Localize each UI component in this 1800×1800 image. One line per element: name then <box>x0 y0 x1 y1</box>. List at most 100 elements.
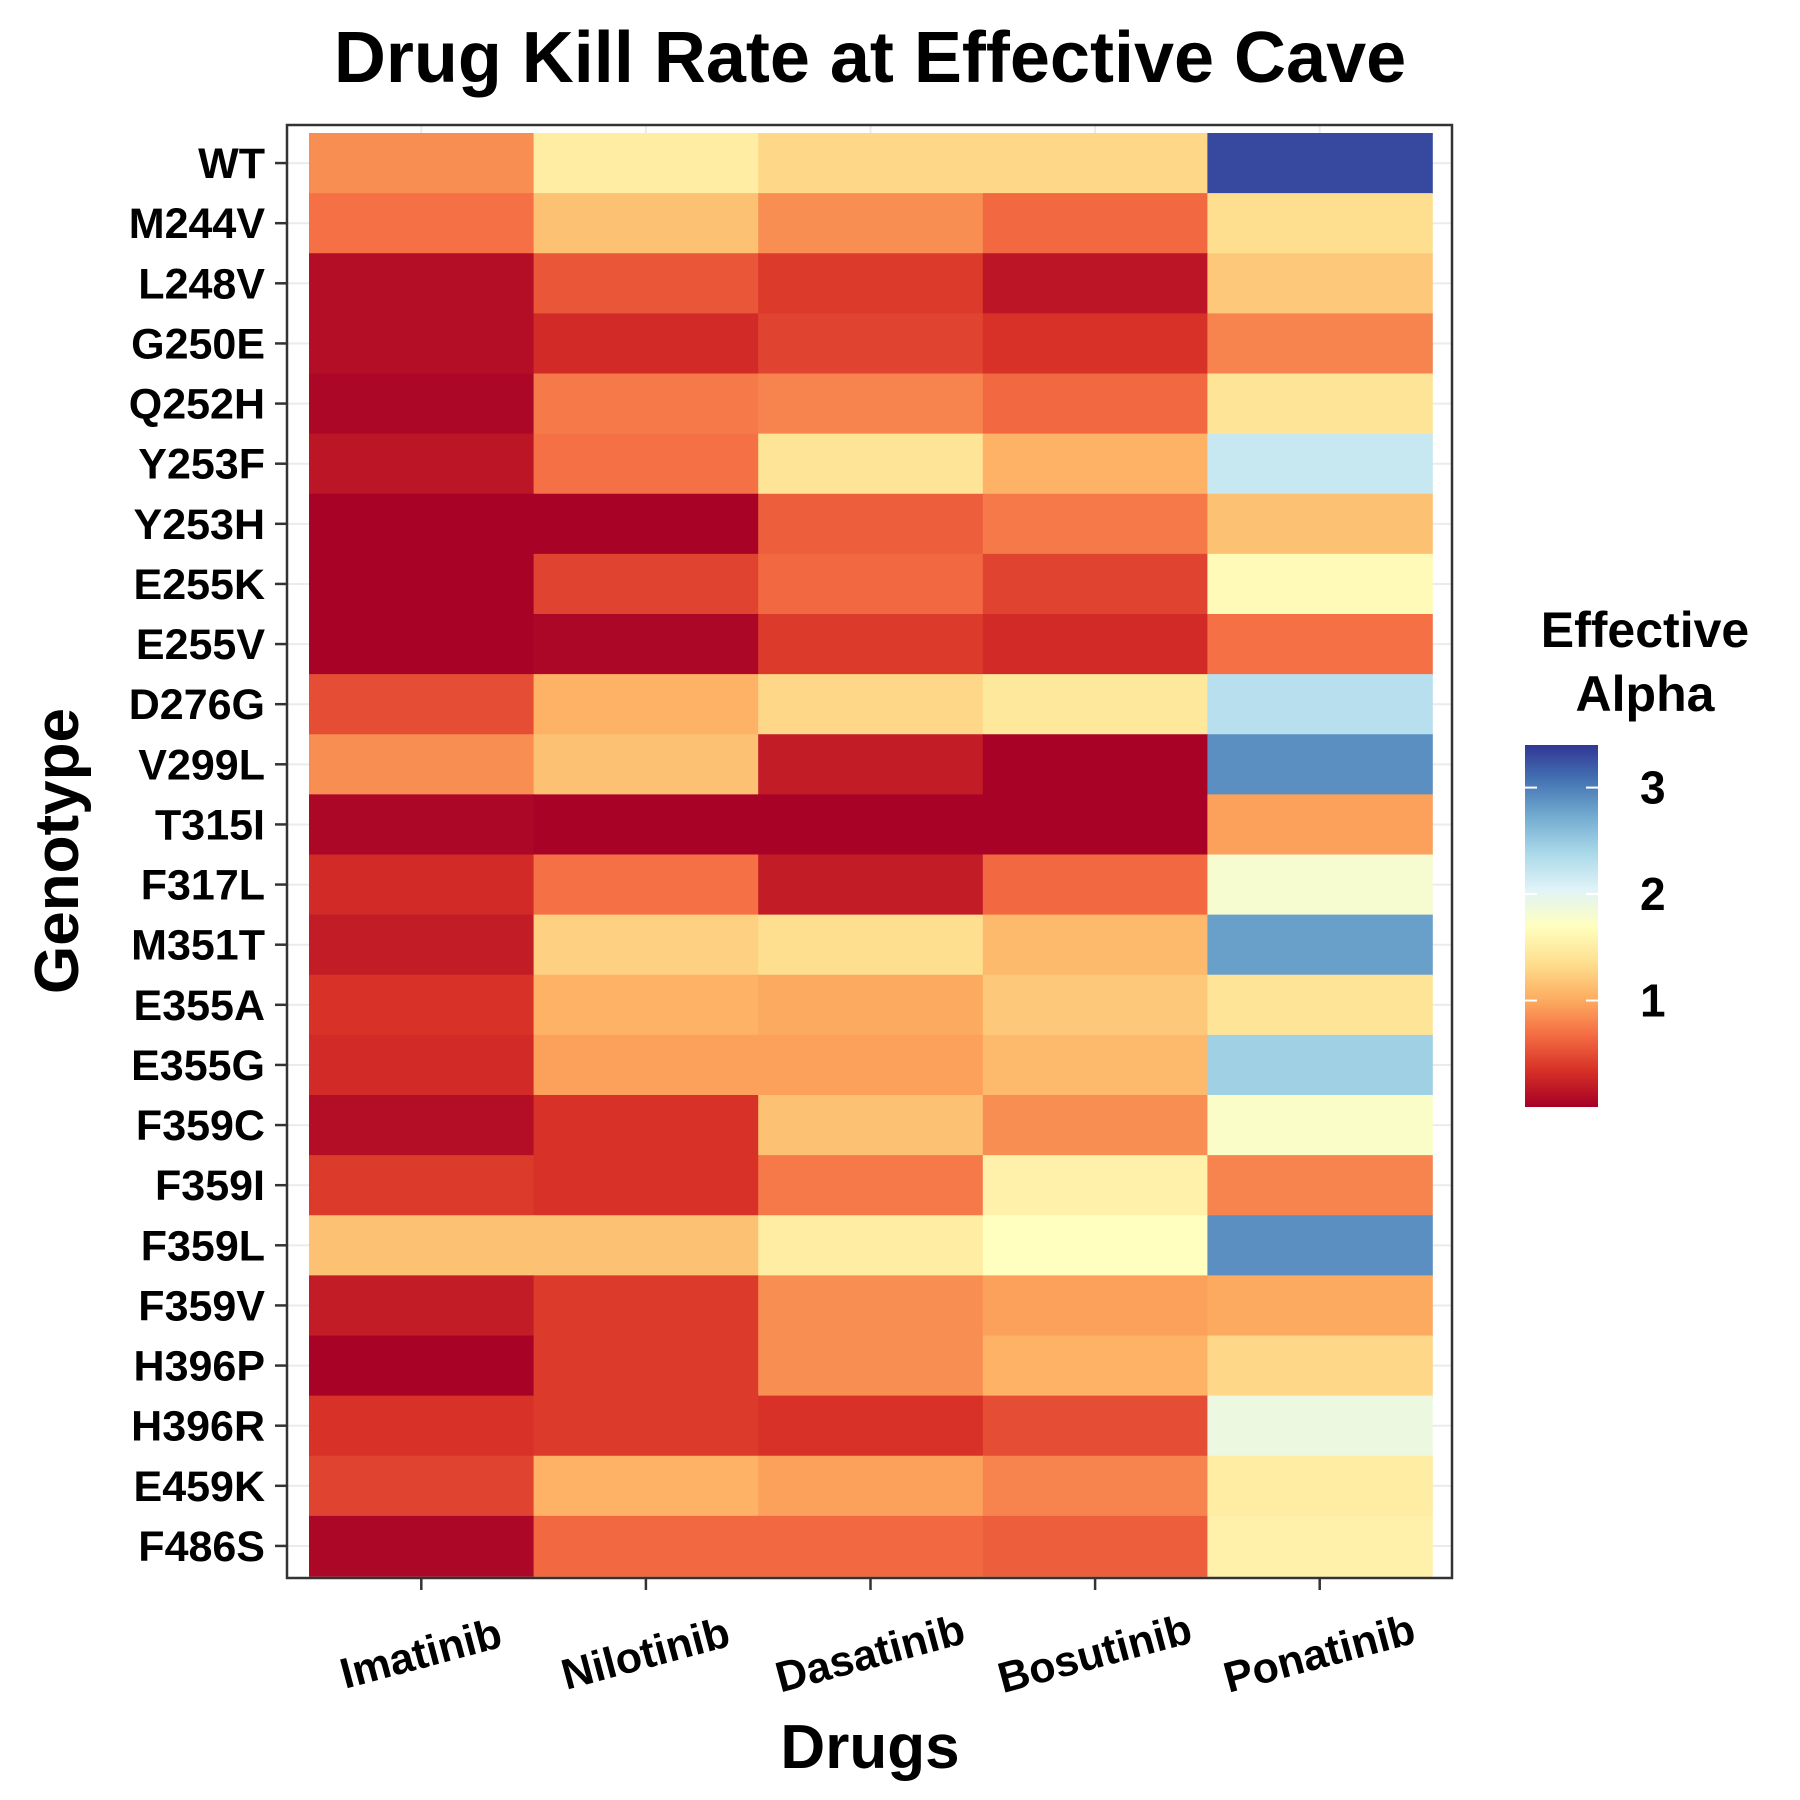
heatmap-cell-H396P-Nilotinib <box>533 1335 759 1397</box>
heatmap-cell-H396R-Bosutinib <box>982 1395 1209 1457</box>
heatmap-cell-G250E-Bosutinib <box>982 313 1209 375</box>
heatmap-cell-F486S-Bosutinib <box>982 1515 1209 1577</box>
heatmap-cell-E255K-Imatinib <box>309 553 535 615</box>
heatmap-cell-L248V-Nilotinib <box>533 253 759 315</box>
heatmap-cell-E255K-Ponatinib <box>1207 553 1433 615</box>
heatmap-cell-E459K-Imatinib <box>309 1455 535 1517</box>
heatmap-cell-Y253H-Imatinib <box>309 493 535 555</box>
heatmap-cell-T315I-Bosutinib <box>982 794 1209 856</box>
y-tick-label-L248V: L248V <box>138 260 265 308</box>
x-axis-title: Drugs <box>780 1713 959 1782</box>
y-tick-label-F359C: F359C <box>136 1102 265 1150</box>
heatmap-cell-V299L-Dasatinib <box>758 734 984 796</box>
heatmap-cell-E255V-Dasatinib <box>758 614 984 675</box>
heatmap-cell-F359I-Bosutinib <box>982 1155 1209 1217</box>
heatmap-cell-F359V-Nilotinib <box>533 1275 759 1337</box>
x-tick-label-Imatinib: Imatinib <box>335 1610 507 1699</box>
heatmap-cell-M351T-Ponatinib <box>1207 914 1433 976</box>
heatmap-cell-H396P-Imatinib <box>309 1335 535 1397</box>
heatmap-cell-G250E-Imatinib <box>309 313 535 375</box>
heatmap-cell-T315I-Ponatinib <box>1207 794 1433 856</box>
heatmap-cell-H396R-Nilotinib <box>533 1395 759 1457</box>
heatmap-cell-Y253F-Imatinib <box>309 433 535 495</box>
heatmap-cell-F486S-Imatinib <box>309 1515 535 1577</box>
heatmap-cell-M351T-Imatinib <box>309 914 535 976</box>
heatmap-cell-E355A-Bosutinib <box>982 974 1209 1036</box>
y-tick-label-H396P: H396P <box>134 1343 265 1391</box>
heatmap-cell-G250E-Dasatinib <box>758 313 984 375</box>
heatmap-cell-F359C-Imatinib <box>309 1095 535 1156</box>
heatmap-cell-G250E-Nilotinib <box>533 313 759 375</box>
heatmap-cell-E355G-Nilotinib <box>533 1034 759 1096</box>
heatmap-cell-F486S-Nilotinib <box>533 1515 759 1577</box>
x-tick-label-Bosutinib: Bosutinib <box>993 1605 1197 1703</box>
y-tick-label-E459K: E459K <box>134 1463 265 1511</box>
legend-title-line-2: Alpha <box>1576 666 1716 722</box>
y-tick-label-H396R: H396R <box>131 1403 265 1451</box>
heatmap-cell-H396P-Ponatinib <box>1207 1335 1433 1397</box>
heatmap-cell-V299L-Ponatinib <box>1207 734 1433 796</box>
y-tick-label-D276G: D276G <box>129 681 265 729</box>
heatmap-cell-E459K-Nilotinib <box>533 1455 759 1517</box>
y-tick-label-M351T: M351T <box>131 922 265 970</box>
heatmap-cell-E255K-Bosutinib <box>982 553 1209 615</box>
heatmap-cell-F359C-Bosutinib <box>982 1095 1209 1156</box>
heatmap-cell-L248V-Bosutinib <box>982 253 1209 315</box>
y-tick-label-E255V: E255V <box>136 621 265 669</box>
x-tick-label-Dasatinib: Dasatinib <box>771 1606 970 1702</box>
heatmap-cell-F359L-Imatinib <box>309 1215 535 1277</box>
x-tick-label-Nilotinib: Nilotinib <box>556 1609 735 1700</box>
y-tick-label-E355A: E355A <box>134 982 265 1030</box>
heatmap-cell-F359C-Dasatinib <box>758 1095 984 1156</box>
heatmap-cell-F359C-Ponatinib <box>1207 1095 1433 1156</box>
heatmap-cell-E255K-Nilotinib <box>533 553 759 615</box>
heatmap-cell-F317L-Bosutinib <box>982 854 1209 916</box>
heatmap-cell-M244V-Dasatinib <box>758 193 984 255</box>
y-axis-title: Genotype <box>23 708 92 994</box>
x-tick-label-Ponatinib: Ponatinib <box>1219 1606 1421 1703</box>
heatmap-cell-H396P-Bosutinib <box>982 1335 1209 1397</box>
y-tick-label-F317L: F317L <box>141 862 265 910</box>
x-axis-ticks: Imatinib Nilotinib Dasatinib Bosutinib Ponat… <box>335 1578 1420 1703</box>
heatmap-cell-V299L-Imatinib <box>309 734 535 796</box>
heatmap-cell-F359I-Dasatinib <box>758 1155 984 1217</box>
heatmap-cell-F359I-Nilotinib <box>533 1155 759 1217</box>
heatmap-cell-F317L-Imatinib <box>309 854 535 916</box>
heatmap-cell-M351T-Nilotinib <box>533 914 759 976</box>
heatmap-cell-F359V-Dasatinib <box>758 1275 984 1337</box>
heatmap-cell-D276G-Bosutinib <box>982 674 1209 736</box>
heatmap-cell-E255V-Imatinib <box>309 614 535 675</box>
heatmap-cell-D276G-Ponatinib <box>1207 674 1433 736</box>
y-tick-label-F359L: F359L <box>141 1222 265 1270</box>
heatmap-cell-E459K-Bosutinib <box>982 1455 1209 1517</box>
heatmap-cell-F359V-Imatinib <box>309 1275 535 1337</box>
heatmap-cell-V299L-Nilotinib <box>533 734 759 796</box>
heatmap-cell-M351T-Dasatinib <box>758 914 984 976</box>
heatmap-cell-H396R-Dasatinib <box>758 1395 984 1457</box>
y-tick-label-M244V: M244V <box>129 200 266 248</box>
heatmap-cell-E355G-Imatinib <box>309 1034 535 1096</box>
y-tick-label-Y253F: Y253F <box>138 441 265 489</box>
heatmap-cell-F359L-Dasatinib <box>758 1215 984 1277</box>
heatmap-cell-M244V-Nilotinib <box>533 193 759 255</box>
heatmap-cell-F359L-Ponatinib <box>1207 1215 1433 1277</box>
heatmap-cell-F359V-Ponatinib <box>1207 1275 1433 1337</box>
heatmap-cell-WT-Nilotinib <box>533 133 759 194</box>
heatmap-cell-Q252H-Imatinib <box>309 373 535 435</box>
heatmap-cell-G250E-Ponatinib <box>1207 313 1433 375</box>
heatmap-cell-F359I-Ponatinib <box>1207 1155 1433 1217</box>
heatmap-cell-F359L-Nilotinib <box>533 1215 759 1277</box>
y-tick-label-G250E: G250E <box>131 320 265 368</box>
heatmap-cell-Q252H-Ponatinib <box>1207 373 1433 435</box>
legend-title-line-1: Effective <box>1541 602 1749 658</box>
legend-tick-label-2: 2 <box>1640 868 1666 920</box>
y-tick-label-WT: WT <box>198 140 265 188</box>
heatmap-cell-D276G-Imatinib <box>309 674 535 736</box>
heatmap-cell-Q252H-Nilotinib <box>533 373 759 435</box>
heatmap-cell-Q252H-Dasatinib <box>758 373 984 435</box>
heatmap-cell-H396R-Imatinib <box>309 1395 535 1457</box>
heatmap-cell-Y253F-Dasatinib <box>758 433 984 495</box>
legend-ticks: 1 2 3 <box>1525 762 1666 1027</box>
heatmap-cell-F359L-Bosutinib <box>982 1215 1209 1277</box>
heatmap-cell-L248V-Imatinib <box>309 253 535 315</box>
